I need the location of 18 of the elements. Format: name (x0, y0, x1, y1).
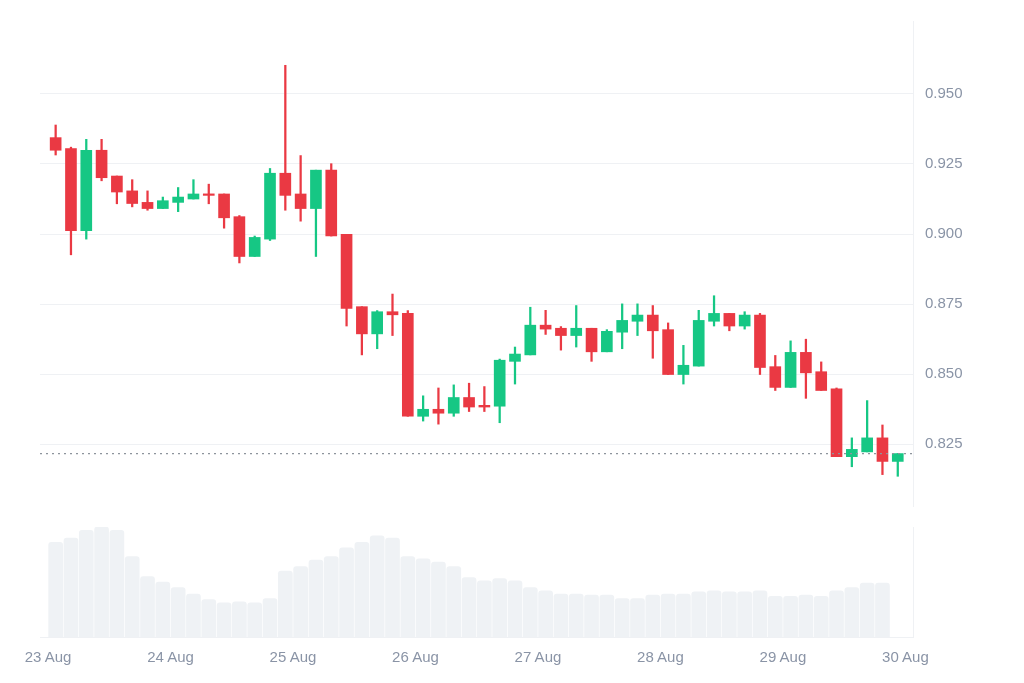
x-tick-label: 27 Aug (514, 648, 562, 666)
y-tick-label: 0.950 (925, 84, 963, 102)
x-tick-label: 29 Aug (759, 648, 807, 666)
x-tick-label: 26 Aug (392, 648, 439, 666)
y-tick-label: 0.900 (925, 224, 963, 242)
x-tick-label: 25 Aug (269, 648, 317, 666)
y-tick-label: 0.850 (925, 364, 963, 382)
y-tick-label: 0.925 (925, 154, 963, 172)
candlestick (386, 293, 399, 336)
x-tick-label: 30 Aug (882, 648, 929, 666)
y-tick-label: 0.825 (925, 434, 963, 452)
y-tick-label: 0.875 (925, 294, 963, 312)
candlestick (631, 303, 644, 336)
x-tick-label: 24 Aug (147, 648, 194, 666)
x-tick-label: 23 Aug (24, 648, 72, 666)
x-tick-label: 28 Aug (637, 648, 684, 666)
candlestick (677, 345, 690, 385)
candlestick (432, 387, 445, 425)
